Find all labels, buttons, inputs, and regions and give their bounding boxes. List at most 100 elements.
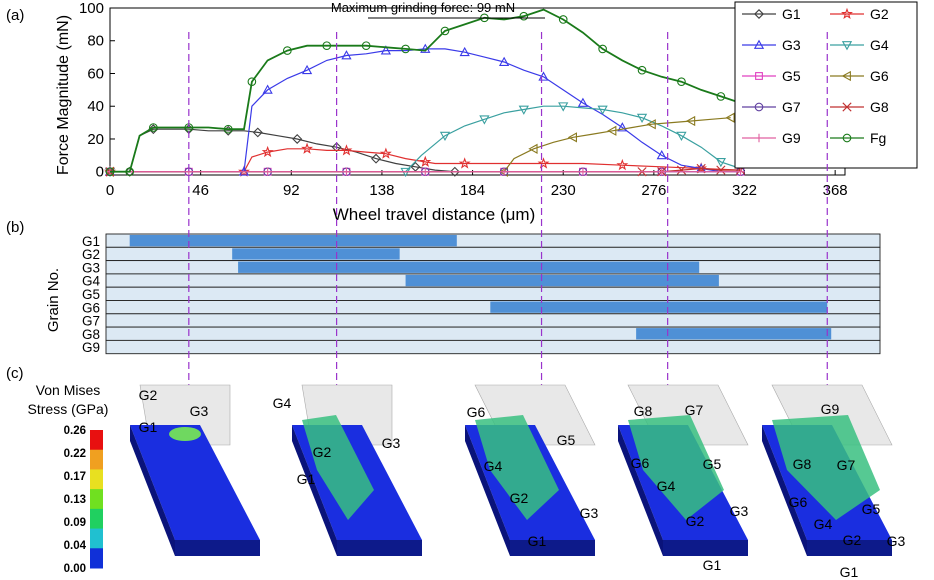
y-axis-label: Force Magnitude (mN) [55, 15, 72, 175]
data-point [677, 77, 686, 87]
data-point [676, 131, 687, 142]
grain-bar-g1 [129, 235, 457, 247]
scale-label: 0.00 [64, 563, 86, 575]
legend-marker [754, 102, 764, 112]
series-line-g1 [110, 128, 455, 173]
x-tick-label: 92 [283, 182, 300, 199]
data-point [716, 165, 726, 175]
data-point [607, 125, 617, 136]
snapshot-grain-label: G4 [484, 458, 503, 474]
snapshot-grain-label: G2 [686, 513, 705, 529]
snapshot-grain-label: G7 [837, 457, 856, 473]
x-axis-label: Wheel travel distance (μm) [333, 205, 536, 224]
data-point [695, 162, 708, 174]
data-point [361, 41, 371, 50]
legend-marker [841, 41, 853, 51]
stress-region [169, 427, 201, 441]
data-point [371, 153, 381, 164]
snapshot-grain-label: G3 [730, 503, 749, 519]
data-point [401, 44, 410, 54]
data-point [499, 167, 509, 176]
snapshot-grain-label: G3 [190, 403, 209, 419]
legend-label-g5: G5 [782, 68, 801, 84]
data-point [598, 44, 607, 54]
snapshot-grain-label: G6 [631, 455, 650, 471]
legend-label-g6: G6 [870, 68, 889, 84]
data-point [577, 97, 589, 107]
x-tick-label: 0 [106, 182, 114, 199]
x-tick-label: 138 [369, 182, 394, 199]
y-tick-label: 20 [87, 131, 104, 148]
x-axis-ticks: 0 46 92 138 184 230 276 322 368 [106, 170, 848, 199]
series-line-g2 [110, 148, 741, 173]
data-point [676, 165, 687, 175]
data-point [262, 84, 273, 94]
legend-box [734, 1, 918, 169]
stress-snapshots: G2 G3 G1 G4 G2 G3 G1 G6 G5 G4 G2 G3 G1 G8 G7 G6 G5 G4 G2 G3… [130, 384, 906, 580]
snapshot-grain-label: G3 [887, 533, 906, 549]
workpiece-top [130, 425, 260, 540]
data-point [558, 15, 568, 24]
grain-label: G6 [82, 300, 100, 315]
data-point [646, 119, 656, 130]
data-point [342, 167, 351, 176]
legend-label-g2: G2 [870, 6, 889, 22]
legend-marker [842, 133, 852, 143]
grain-label: G1 [82, 234, 100, 249]
legend-marker [842, 102, 852, 112]
workpiece-side [175, 540, 260, 556]
y-tick-label: 40 [87, 98, 104, 115]
grain-bar-g6 [490, 301, 828, 313]
data-point [439, 131, 451, 142]
data-point [716, 92, 726, 101]
data-point [379, 147, 392, 159]
panel-label-a: (a) [6, 7, 24, 24]
workpiece-edge [130, 425, 175, 556]
y-tick-label: 60 [87, 65, 104, 82]
workpiece-edge [465, 425, 510, 556]
series-line-g3 [110, 48, 721, 173]
data-point [458, 157, 471, 169]
stress-region [628, 415, 724, 520]
data-point [616, 158, 629, 171]
data-point [578, 167, 588, 176]
series-line-fg [110, 8, 836, 173]
snapshot-grain-label: G5 [703, 456, 722, 472]
workpiece-edge [618, 425, 663, 556]
grain-row-g2 [105, 246, 881, 262]
data-point [341, 50, 352, 60]
data-point [283, 46, 292, 55]
data-point [518, 105, 529, 115]
workpiece-side [337, 540, 422, 556]
grain-axis-label: Grain No. [45, 268, 62, 332]
data-point [637, 65, 647, 75]
data-point [449, 166, 460, 177]
snapshot-grain-label: G1 [297, 471, 316, 487]
grain-bar-g2 [232, 248, 400, 260]
max-force-annotation: Maximum grinding force: 99 mN [331, 0, 515, 15]
snapshot-grain-label: G5 [557, 432, 576, 448]
data-point [498, 56, 510, 66]
grain-label: G2 [82, 247, 100, 262]
scale-swatch [90, 508, 103, 530]
series-fg [105, 8, 840, 177]
scale-label: 0.09 [64, 517, 86, 529]
legend-label-g3: G3 [782, 37, 801, 53]
data-point [636, 113, 648, 124]
x-tick-label: 184 [460, 182, 485, 199]
snapshot-grain-label: G8 [634, 403, 653, 419]
data-point [725, 112, 735, 123]
snapshot-3: G6 G5 G4 G2 G3 G1 [465, 384, 599, 556]
panel-label-b: (b) [6, 219, 24, 236]
workpiece-edge [292, 425, 337, 556]
stress-region [772, 415, 880, 520]
snapshot-grain-label: G7 [685, 402, 704, 418]
force-chart: 0 20 40 60 80 100 0 46 92 138 184 230 276 322 368 For… [55, 0, 918, 224]
scale-label: 0.13 [64, 494, 86, 506]
data-point [331, 142, 342, 153]
data-point [558, 102, 569, 112]
legend-label-g7: G7 [782, 99, 801, 115]
workpiece-side [663, 540, 748, 556]
